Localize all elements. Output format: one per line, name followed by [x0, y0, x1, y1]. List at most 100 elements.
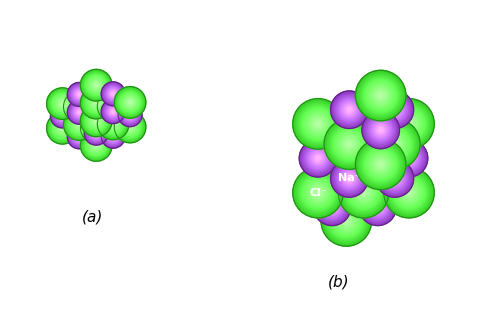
Circle shape: [338, 178, 355, 195]
Circle shape: [78, 93, 81, 96]
Circle shape: [92, 106, 101, 114]
Circle shape: [74, 113, 85, 125]
Circle shape: [408, 157, 410, 160]
Circle shape: [107, 105, 120, 118]
Circle shape: [112, 118, 114, 119]
Circle shape: [361, 75, 401, 116]
Circle shape: [407, 156, 411, 161]
Circle shape: [385, 100, 405, 120]
Circle shape: [346, 107, 380, 141]
Circle shape: [369, 129, 386, 147]
Circle shape: [296, 102, 340, 146]
Circle shape: [345, 219, 348, 223]
Circle shape: [345, 174, 382, 211]
Circle shape: [316, 191, 320, 194]
Circle shape: [324, 164, 341, 181]
Circle shape: [390, 139, 400, 149]
Circle shape: [69, 109, 90, 129]
Circle shape: [81, 88, 111, 118]
Circle shape: [89, 96, 103, 111]
Circle shape: [74, 107, 85, 118]
Circle shape: [341, 170, 358, 187]
Circle shape: [111, 109, 116, 114]
Circle shape: [89, 138, 103, 153]
Circle shape: [93, 82, 100, 88]
Circle shape: [76, 104, 82, 110]
Circle shape: [392, 107, 426, 141]
Circle shape: [106, 116, 121, 131]
Circle shape: [359, 187, 368, 198]
Circle shape: [388, 172, 401, 185]
Circle shape: [112, 111, 114, 112]
Circle shape: [356, 150, 400, 194]
Circle shape: [71, 86, 87, 102]
Circle shape: [65, 111, 93, 138]
Circle shape: [308, 114, 328, 134]
Circle shape: [79, 111, 80, 113]
Circle shape: [331, 137, 362, 167]
Circle shape: [90, 97, 102, 109]
Circle shape: [109, 102, 117, 110]
Circle shape: [299, 139, 337, 177]
Circle shape: [334, 129, 365, 159]
Circle shape: [332, 173, 360, 200]
Circle shape: [52, 93, 73, 114]
Circle shape: [75, 132, 84, 142]
Circle shape: [323, 129, 370, 176]
Circle shape: [122, 120, 138, 134]
Circle shape: [376, 137, 379, 139]
Circle shape: [92, 123, 101, 132]
Circle shape: [108, 114, 118, 123]
Circle shape: [93, 142, 100, 149]
Circle shape: [86, 99, 107, 120]
Circle shape: [394, 177, 424, 208]
Circle shape: [81, 112, 112, 143]
Circle shape: [68, 126, 90, 148]
Circle shape: [334, 209, 358, 233]
Circle shape: [322, 197, 342, 217]
Circle shape: [373, 202, 383, 212]
Circle shape: [355, 184, 372, 201]
Circle shape: [91, 128, 101, 138]
Circle shape: [406, 189, 412, 196]
Circle shape: [348, 177, 350, 180]
Circle shape: [340, 214, 353, 228]
Circle shape: [360, 121, 367, 127]
Circle shape: [350, 111, 377, 137]
Circle shape: [95, 96, 98, 99]
Circle shape: [83, 73, 109, 98]
Circle shape: [107, 118, 120, 130]
Circle shape: [392, 176, 426, 209]
Circle shape: [364, 148, 398, 181]
Circle shape: [103, 84, 123, 104]
Circle shape: [105, 86, 121, 102]
Circle shape: [313, 188, 351, 225]
Circle shape: [75, 102, 83, 111]
Circle shape: [122, 107, 138, 123]
Circle shape: [407, 191, 411, 194]
Circle shape: [325, 199, 368, 243]
Circle shape: [309, 149, 327, 167]
Circle shape: [49, 115, 76, 142]
Circle shape: [313, 119, 323, 129]
Circle shape: [364, 124, 391, 152]
Circle shape: [83, 108, 109, 133]
Circle shape: [81, 105, 112, 137]
Circle shape: [385, 168, 405, 188]
Circle shape: [348, 143, 379, 173]
Circle shape: [377, 126, 385, 134]
Circle shape: [81, 131, 111, 160]
Circle shape: [373, 122, 417, 166]
Circle shape: [360, 189, 367, 196]
Circle shape: [112, 105, 114, 107]
Circle shape: [395, 179, 423, 206]
Circle shape: [106, 111, 121, 126]
Circle shape: [390, 139, 428, 177]
Circle shape: [306, 181, 330, 204]
Circle shape: [370, 199, 385, 214]
Circle shape: [372, 121, 389, 139]
Circle shape: [125, 97, 135, 108]
Circle shape: [399, 114, 419, 134]
Circle shape: [362, 111, 400, 149]
Circle shape: [118, 103, 142, 127]
